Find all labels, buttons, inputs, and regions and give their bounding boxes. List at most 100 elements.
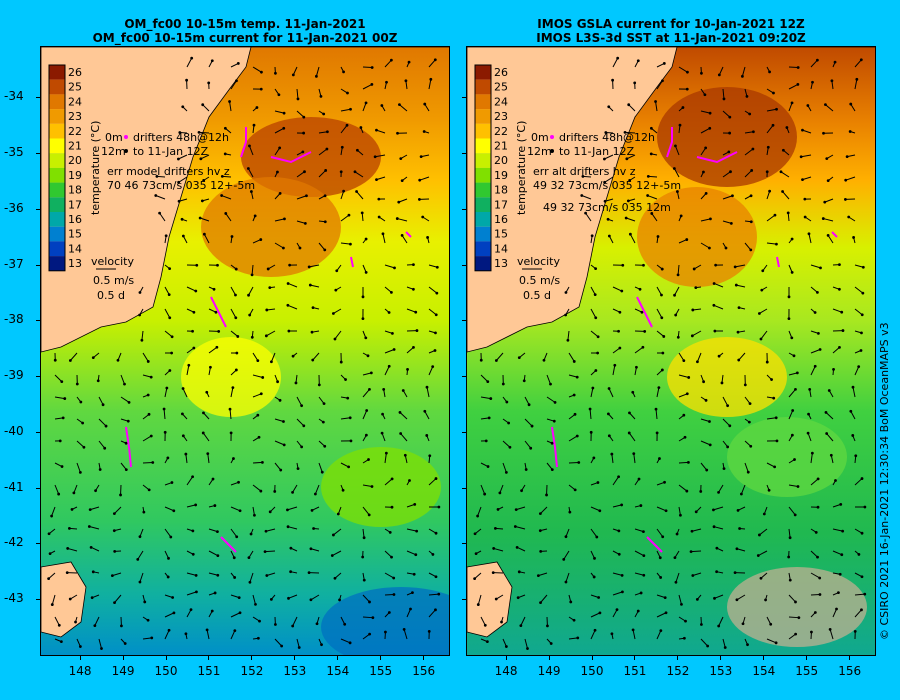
temperature-feature-2 [667, 337, 787, 417]
y-tick-mark [462, 152, 466, 154]
colorbar-segment-7 [49, 167, 65, 183]
y-tick-label: -37 [4, 256, 24, 271]
drifter-tracks [551, 127, 838, 553]
colorbar-tick-label: 16 [494, 213, 508, 226]
err-line3: 49 32 73cm/s 035 12m [543, 201, 671, 214]
colorbar-tick-label: 13 [494, 257, 508, 270]
right-title-line2: IMOS L3S-3d SST at 11-Jan-2021 09:20Z [536, 31, 806, 45]
left-panel-title: OM_fc00 10-15m temp. 11-Jan-2021 OM_fc00… [40, 17, 450, 45]
colorbar-segment-11 [475, 226, 491, 242]
drifter-tracks [125, 127, 412, 553]
right-map[interactable]: 26 25 24 23 22 21 20 19 18 17 16 15 14 13 temperature … [466, 46, 876, 656]
y-tick-mark [36, 487, 40, 489]
colorbar-tick-label: 18 [68, 184, 82, 197]
colorbar-segment-7 [475, 167, 491, 183]
colorbar-segment-1 [49, 79, 65, 95]
x-tick-mark [763, 656, 765, 660]
y-tick-label: -41 [4, 479, 24, 494]
colorbar-segment-13 [475, 256, 491, 271]
land-australia [467, 47, 875, 353]
x-tick-label: 152 [666, 664, 690, 678]
x-tick-mark [165, 656, 167, 660]
temperature-feature-0 [657, 87, 797, 187]
y-tick-label: -43 [4, 591, 24, 606]
y-tick-label: -38 [4, 312, 24, 327]
colorbar-tick-label: 23 [494, 110, 508, 123]
colorbar-segment-4 [475, 123, 491, 139]
x-tick-mark [208, 656, 210, 660]
y-tick-mark [462, 320, 466, 322]
x-tick-mark [591, 656, 593, 660]
colorbar-segment-10 [475, 212, 491, 227]
y-tick-mark [36, 152, 40, 154]
credit-text: © CSIRO 2021 16-Jan-2021 12:30:34 BoM Oc… [878, 322, 891, 640]
colorbar-segment-9 [475, 197, 491, 212]
drifters-line2: to 11-Jan 12Z [133, 145, 209, 158]
y-tick-label: -34 [4, 89, 24, 104]
x-tick-mark [505, 656, 507, 660]
x-tick-label: 152 [240, 664, 264, 678]
y-tick-mark [462, 208, 466, 210]
colorbar-tick-label: 20 [494, 154, 508, 167]
x-tick-mark [251, 656, 253, 660]
temperature-feature-1 [201, 177, 341, 277]
drifters-line1: drifters 48h@12h [133, 131, 229, 144]
x-tick-mark [849, 656, 851, 660]
colorbar-tick-label: 13 [68, 257, 82, 270]
y-tick-mark [36, 97, 40, 99]
drifters-line1: drifters 48h@12h [559, 131, 655, 144]
y-tick-mark [36, 543, 40, 545]
y-tick-mark [462, 599, 466, 601]
colorbar: 2625242322212019181716151413temperature … [474, 64, 528, 272]
colorbar-segment-0 [475, 65, 491, 80]
err-line2: 49 32 73cm/s 035 12+-5m [533, 179, 681, 192]
y-tick-label: -40 [4, 423, 24, 438]
err-line2: 70 46 73cm/s 035 12+-5m [107, 179, 255, 192]
current-vectors [473, 56, 867, 650]
x-tick-label: 151 [623, 664, 647, 678]
left-map[interactable]: 26 25 24 23 22 21 20 19 18 17 16 15 14 13 temperature … [40, 46, 450, 656]
drifter-prefix2: 12m [101, 145, 126, 158]
colorbar-tick-label: 21 [494, 140, 508, 153]
land-tasmania [41, 561, 87, 638]
y-tick-label: -42 [4, 535, 24, 550]
y-tick-mark [36, 208, 40, 210]
colorbar-segment-8 [475, 182, 491, 198]
colorbar-segment-4 [49, 123, 65, 139]
x-tick-label: 153 [283, 664, 307, 678]
x-tick-label: 154 [752, 664, 776, 678]
drifters-line2: to 11-Jan 12Z [559, 145, 635, 158]
x-tick-label: 149 [537, 664, 561, 678]
colorbar-segment-12 [475, 241, 491, 257]
left-title-line1: OM_fc00 10-15m temp. 11-Jan-2021 [124, 17, 366, 31]
x-tick-mark [337, 656, 339, 660]
colorbar-tick-label: 15 [68, 228, 82, 241]
y-tick-label: -39 [4, 368, 24, 383]
colorbar-tick-label: 19 [68, 169, 82, 182]
colorbar-segment-6 [49, 153, 65, 168]
colorbar-tick-label: 14 [494, 242, 508, 255]
colorbar-tick-label: 15 [494, 228, 508, 241]
velocity-legend: velocity 0.5 m/s 0.5 d [517, 255, 560, 302]
err-line1: err model drifters hv z [107, 165, 230, 178]
right-map-canvas: 2625242322212019181716151413temperature … [467, 47, 875, 655]
x-tick-label: 155 [369, 664, 393, 678]
velocity-duration: 0.5 d [97, 289, 125, 302]
colorbar-tick-label: 19 [494, 169, 508, 182]
left-title-line2: OM_fc00 10-15m current for 11-Jan-2021 0… [92, 31, 398, 45]
x-tick-mark [380, 656, 382, 660]
x-tick-mark [79, 656, 81, 660]
colorbar-segment-3 [49, 109, 65, 124]
x-tick-mark [122, 656, 124, 660]
y-tick-mark [462, 376, 466, 378]
colorbar-tick-label: 20 [68, 154, 82, 167]
x-tick-label: 151 [197, 664, 221, 678]
drifter-prefix: 0m [531, 131, 549, 144]
colorbar-segment-3 [475, 109, 491, 124]
x-tick-mark [634, 656, 636, 660]
velocity-speed: 0.5 m/s [93, 274, 134, 287]
y-tick-mark [36, 320, 40, 322]
x-tick-label: 148 [68, 664, 92, 678]
velocity-speed: 0.5 m/s [519, 274, 560, 287]
